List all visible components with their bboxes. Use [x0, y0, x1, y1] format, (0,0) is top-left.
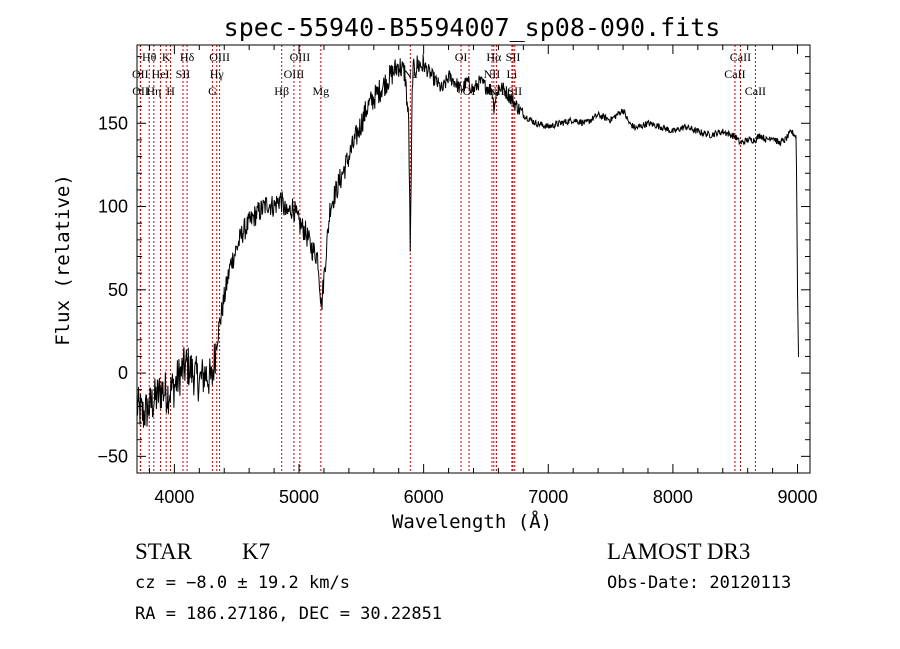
- line-label: OII: [132, 84, 149, 98]
- line-label: SII: [176, 67, 191, 81]
- plot-frame: [136, 44, 811, 474]
- x-tick-label: 6000: [404, 487, 444, 507]
- y-tick-label: 0: [118, 363, 128, 383]
- line-label: Hα: [486, 50, 502, 64]
- line-markers: [139, 45, 756, 473]
- line-label: H: [166, 84, 175, 98]
- object-class: STAR: [135, 539, 192, 564]
- line-label: K: [162, 50, 171, 64]
- line-label: Li: [507, 67, 518, 81]
- line-label: Hβ: [274, 84, 289, 98]
- y-axis: −50 0 50 100 150: [97, 56, 810, 466]
- line-label: Hη: [146, 84, 161, 98]
- line-label: CaII: [724, 67, 745, 81]
- line-label: Hγ: [210, 67, 225, 81]
- line-label: CaII: [745, 84, 766, 98]
- x-axis-label: Wavelength (Å): [392, 510, 552, 533]
- line-label: OI: [463, 84, 476, 98]
- coordinates: RA = 186.27186, DEC = 30.22851: [135, 604, 443, 624]
- line-label: HeI: [152, 67, 170, 81]
- redshift-velocity: cz = −8.0 ± 19.2 km/s: [135, 573, 350, 593]
- chart-title: spec-55940-B5594007_sp08-090.fits: [224, 13, 721, 42]
- line-label: G: [208, 84, 217, 98]
- y-tick-label: −50: [97, 446, 128, 466]
- survey-name: LAMOST DR3: [607, 539, 751, 564]
- observation-date: Obs-Date: 20120113: [607, 573, 792, 593]
- line-label: OIII: [290, 50, 311, 64]
- line-label: CaII: [730, 50, 751, 64]
- y-tick-label: 150: [98, 113, 128, 133]
- line-label: NII: [484, 67, 501, 81]
- x-tick-label: 9000: [778, 487, 818, 507]
- y-tick-label: 50: [108, 280, 128, 300]
- line-label: SII: [507, 84, 522, 98]
- line-label: SII: [506, 50, 521, 64]
- x-tick-label: 7000: [528, 487, 568, 507]
- spectrum-line: [136, 54, 799, 428]
- line-label: OIII: [209, 50, 230, 64]
- x-tick-label: 8000: [653, 487, 693, 507]
- object-subclass: K7: [242, 539, 271, 564]
- x-axis: 4000 5000 6000 7000 8000 9000: [148, 45, 818, 507]
- line-label: OI: [455, 50, 468, 64]
- x-tick-label: 4000: [154, 487, 194, 507]
- spectrum-series: [136, 54, 799, 428]
- line-label: NII: [488, 84, 505, 98]
- line-label: OIII: [284, 67, 305, 81]
- line-label: Mg: [312, 84, 329, 98]
- line-label: Hθ: [142, 50, 157, 64]
- x-tick-label: 5000: [279, 487, 319, 507]
- line-label: Na: [403, 67, 418, 81]
- line-label: OII: [132, 67, 149, 81]
- y-tick-label: 100: [98, 197, 128, 217]
- line-label: Hδ: [180, 50, 195, 64]
- y-axis-label: Flux (relative): [52, 174, 74, 346]
